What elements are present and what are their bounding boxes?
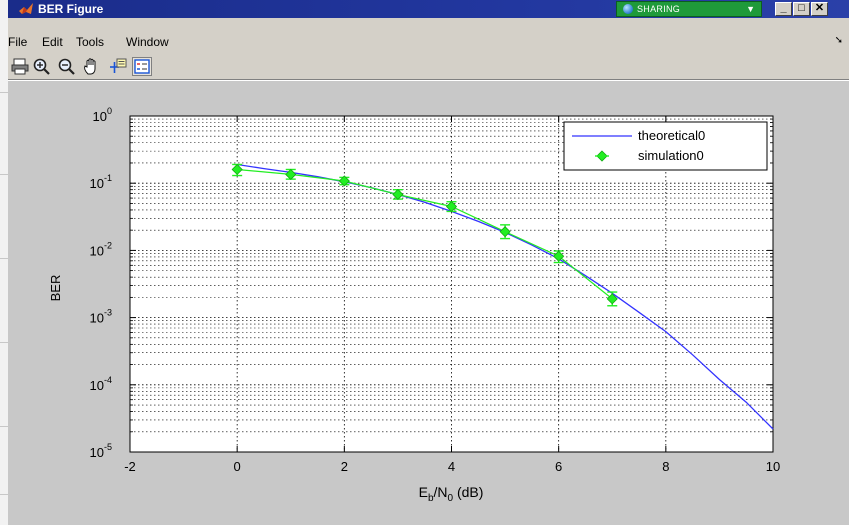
data-point-marker	[553, 250, 565, 262]
series-layer	[231, 163, 774, 430]
data-cursor-button[interactable]	[108, 57, 128, 76]
print-button[interactable]	[10, 57, 30, 76]
x-axis-label: Eb/N0 (dB)	[419, 484, 484, 504]
x-label-e: E	[419, 484, 428, 500]
figure-window: BER Figure SHARING ▼ _ □ ✕ File Edit Too…	[8, 0, 849, 525]
x-tick-label: 8	[662, 459, 669, 474]
y-tick-base: 10	[93, 109, 107, 124]
minimize-button[interactable]: _	[775, 2, 792, 16]
data-point-marker	[285, 168, 297, 181]
figure-canvas: -2 0 2 4 6 8 10 100 10-1 10-2 10-3 10-4 10-5 BER Eb/…	[8, 81, 849, 525]
y-tick-exponent: -2	[104, 240, 112, 250]
print-icon	[11, 58, 29, 75]
pan-button[interactable]	[82, 57, 102, 76]
globe-icon	[623, 4, 633, 14]
menu-edit[interactable]: Edit	[42, 35, 63, 49]
y-tick-base: 10	[90, 378, 104, 393]
zoom-in-icon	[33, 58, 50, 75]
data-point-marker	[338, 175, 350, 187]
menu-overflow-icon[interactable]: ➘	[834, 35, 843, 46]
x-label-sub-0: 0	[448, 493, 454, 504]
y-tick-label: 10-3	[90, 308, 112, 326]
x-tick-label: -2	[124, 459, 136, 474]
menu-tools[interactable]: Tools	[76, 35, 105, 49]
data-point-marker	[445, 200, 458, 213]
toolbar-divider	[8, 79, 849, 80]
close-button[interactable]: ✕	[811, 2, 828, 16]
x-tick-label: 0	[234, 459, 241, 474]
menu-bar: File Edit Tools Window ➘	[8, 33, 849, 53]
data-point-marker	[499, 226, 511, 238]
y-tick-exponent: -4	[104, 375, 112, 385]
zoom-out-button[interactable]	[57, 57, 77, 76]
data-point-marker	[231, 163, 243, 176]
data-point-marker	[392, 188, 404, 201]
y-tick-base: 10	[90, 243, 104, 258]
y-tick-exponent: 0	[107, 106, 112, 116]
series-simulation0-line	[237, 168, 613, 300]
x-tick-label: 2	[341, 459, 348, 474]
legend-icon	[134, 59, 150, 74]
title-bar[interactable]: BER Figure SHARING ▼ _ □ ✕	[8, 0, 849, 18]
data-point-marker	[606, 293, 618, 305]
y-axis-label: BER	[48, 275, 63, 302]
pan-hand-icon	[84, 58, 96, 75]
toolbar-divider-highlight	[8, 80, 849, 81]
y-tick-exponent: -1	[104, 173, 112, 183]
grid-lines	[130, 116, 773, 452]
y-tick-label: 10-5	[90, 442, 112, 460]
x-tick-label: 6	[555, 459, 562, 474]
zoom-in-button[interactable]	[32, 57, 52, 76]
y-tick-base: 10	[90, 445, 104, 460]
y-tick-label: 100	[93, 106, 112, 124]
legend-box	[563, 121, 768, 171]
chevron-down-icon: ▼	[746, 4, 755, 14]
menu-window[interactable]: Window	[126, 35, 169, 49]
legend[interactable]: theoretical0 simulation0	[563, 121, 768, 171]
maximize-button[interactable]: □	[793, 2, 810, 16]
y-tick-label: 10-4	[90, 375, 112, 393]
y-tick-exponent: -3	[104, 308, 112, 318]
sharing-label: SHARING	[637, 4, 681, 14]
menu-file[interactable]: File	[8, 35, 28, 49]
x-label-slash-n: /N	[434, 484, 448, 500]
zoom-out-icon	[58, 58, 75, 75]
legend-button[interactable]	[132, 57, 152, 76]
y-tick-base: 10	[90, 176, 104, 191]
y-tick-label: 10-1	[90, 173, 112, 191]
legend-theoretical0-label: theoretical0	[638, 128, 705, 143]
legend-simulation0-label: simulation0	[638, 148, 704, 163]
x-tick-label: 10	[766, 459, 780, 474]
x-tick-label: 4	[448, 459, 455, 474]
window-title: BER Figure	[38, 2, 104, 16]
toolbar	[8, 54, 849, 78]
matlab-logo-icon	[19, 3, 33, 14]
sharing-button[interactable]: SHARING ▼	[616, 1, 762, 17]
x-label-units: (dB)	[453, 484, 483, 500]
y-tick-label: 10-2	[90, 240, 112, 258]
y-tick-exponent: -5	[104, 442, 112, 452]
y-tick-base: 10	[90, 311, 104, 326]
x-label-sub-b: b	[428, 493, 434, 504]
data-cursor-icon	[110, 58, 127, 73]
